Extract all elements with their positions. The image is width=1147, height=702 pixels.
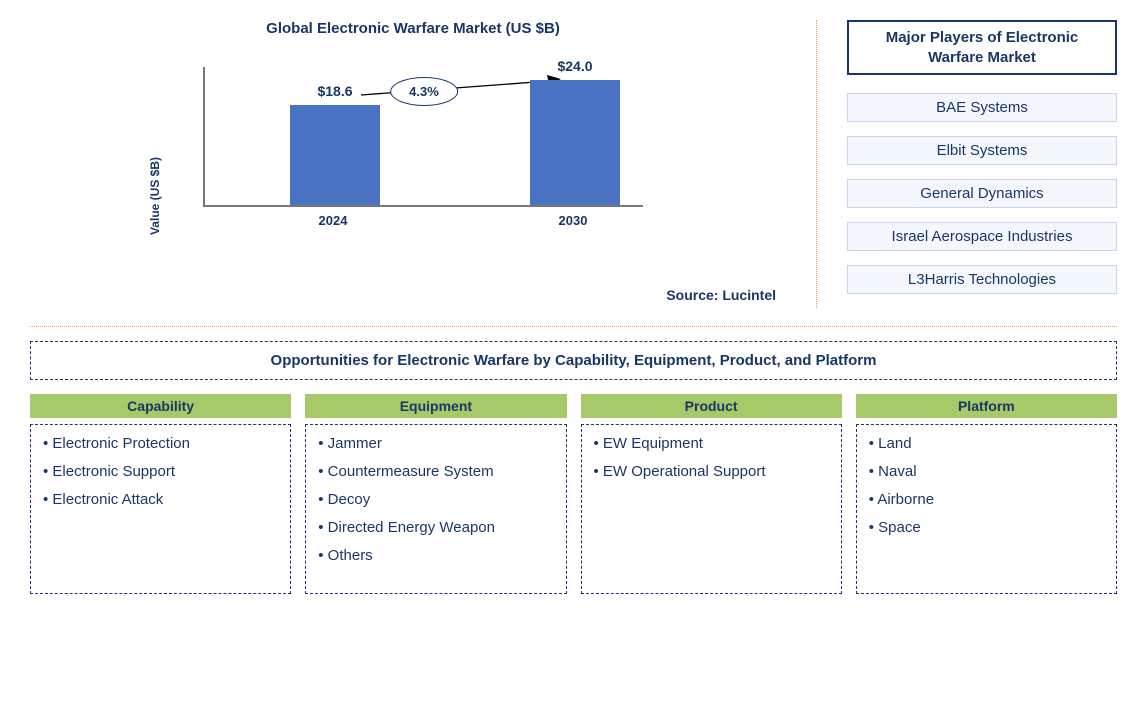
item-text: Directed Energy Weapon <box>328 519 495 536</box>
bar-2030: $24.0 <box>530 80 620 205</box>
list-item: • Airborne <box>869 491 1104 509</box>
list-item: • Electronic Protection <box>43 435 278 453</box>
category-columns: Capability • Electronic Protection • Ele… <box>30 394 1117 594</box>
player-item: Elbit Systems <box>847 136 1117 165</box>
opportunities-title: Opportunities for Electronic Warfare by … <box>30 341 1117 380</box>
item-text: EW Operational Support <box>603 463 766 480</box>
list-item: • Naval <box>869 463 1104 481</box>
bar-2024: $18.6 <box>290 105 380 205</box>
list-item: • Countermeasure System <box>318 463 553 481</box>
item-text: Land <box>878 435 911 452</box>
list-item: • Directed Energy Weapon <box>318 519 553 537</box>
bar-value-2030: $24.0 <box>557 58 592 74</box>
category-equipment: Equipment • Jammer • Countermeasure Syst… <box>305 394 566 594</box>
chart-title: Global Electronic Warfare Market (US $B) <box>30 20 796 37</box>
bar-value-2024: $18.6 <box>317 83 352 99</box>
x-label-2024: 2024 <box>319 213 348 228</box>
item-text: Electronic Support <box>52 463 175 480</box>
list-item: • Electronic Support <box>43 463 278 481</box>
item-text: Decoy <box>328 491 371 508</box>
category-product: Product • EW Equipment • EW Operational … <box>581 394 842 594</box>
player-item: Israel Aerospace Industries <box>847 222 1117 251</box>
x-label-2030: 2030 <box>559 213 588 228</box>
category-box: • Jammer • Countermeasure System • Decoy… <box>305 424 566 594</box>
list-item: • Space <box>869 519 1104 537</box>
item-text: Space <box>878 519 921 536</box>
list-item: • Others <box>318 547 553 565</box>
item-text: Naval <box>878 463 916 480</box>
category-box: • Land • Naval • Airborne • Space <box>856 424 1117 594</box>
source-label: Source: Lucintel <box>30 287 796 303</box>
category-box: • EW Equipment • EW Operational Support <box>581 424 842 594</box>
category-header: Product <box>581 394 842 418</box>
item-text: Others <box>328 547 373 564</box>
opportunities-section: Opportunities for Electronic Warfare by … <box>30 326 1117 594</box>
list-item: • Land <box>869 435 1104 453</box>
item-text: Countermeasure System <box>328 463 494 480</box>
players-title: Major Players of Electronic Warfare Mark… <box>847 20 1117 75</box>
x-axis-labels: 2024 2030 <box>203 213 643 233</box>
item-text: Airborne <box>877 491 934 508</box>
category-capability: Capability • Electronic Protection • Ele… <box>30 394 291 594</box>
item-text: Jammer <box>328 435 382 452</box>
player-item: General Dynamics <box>847 179 1117 208</box>
item-text: EW Equipment <box>603 435 703 452</box>
category-box: • Electronic Protection • Electronic Sup… <box>30 424 291 594</box>
category-platform: Platform • Land • Naval • Airborne • Spa… <box>856 394 1117 594</box>
growth-annotation: 4.3% <box>390 77 458 106</box>
y-axis-label: Value (US $B) <box>148 157 162 235</box>
category-header: Capability <box>30 394 291 418</box>
players-pane: Major Players of Electronic Warfare Mark… <box>817 20 1117 308</box>
player-item: L3Harris Technologies <box>847 265 1117 294</box>
list-item: • EW Operational Support <box>594 463 829 481</box>
item-text: Electronic Protection <box>52 435 190 452</box>
category-header: Equipment <box>305 394 566 418</box>
player-item: BAE Systems <box>847 93 1117 122</box>
bar-chart: Value (US $B) $18.6 $24.0 4.3% 2024 <box>163 67 663 247</box>
list-item: • Electronic Attack <box>43 491 278 509</box>
list-item: • Decoy <box>318 491 553 509</box>
category-header: Platform <box>856 394 1117 418</box>
top-section: Global Electronic Warfare Market (US $B)… <box>30 20 1117 308</box>
chart-plot: $18.6 $24.0 4.3% <box>203 67 643 207</box>
chart-pane: Global Electronic Warfare Market (US $B)… <box>30 20 817 308</box>
growth-rate: 4.3% <box>390 77 458 106</box>
list-item: • EW Equipment <box>594 435 829 453</box>
item-text: Electronic Attack <box>52 491 163 508</box>
list-item: • Jammer <box>318 435 553 453</box>
